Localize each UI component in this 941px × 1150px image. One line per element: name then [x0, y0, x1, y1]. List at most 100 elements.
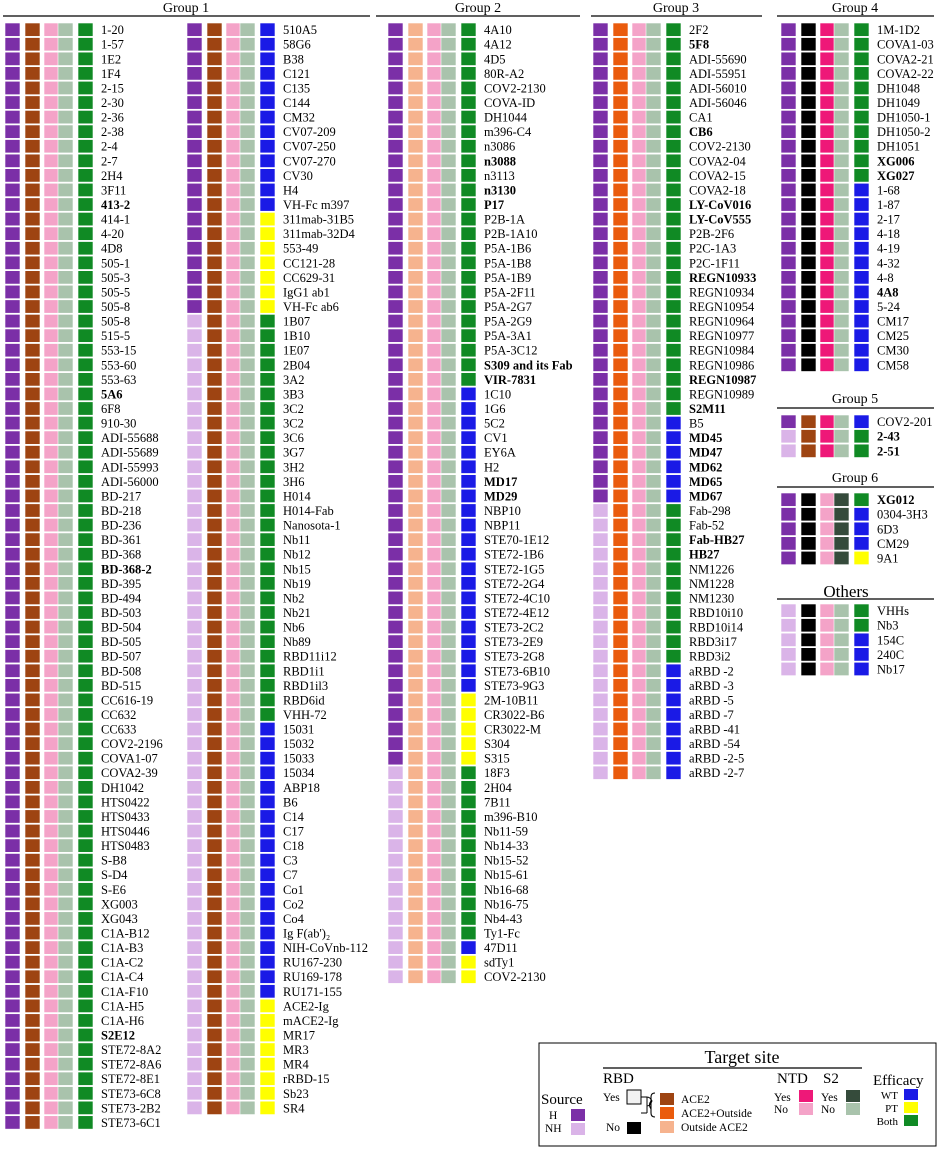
ntd-cell: [426, 896, 443, 911]
ntd-cell: [819, 212, 836, 227]
ntd-cell: [631, 751, 648, 766]
efficacy-cell: [665, 459, 682, 474]
table-row: 3G7: [186, 445, 305, 460]
efficacy-cell: [77, 226, 94, 241]
efficacy-cell: [460, 430, 477, 445]
legend: Target siteSourceHNHRBDYesNoACE2ACE2+Out…: [538, 1042, 937, 1147]
rbd-cell: [24, 226, 41, 241]
antibody-label: 3G7: [283, 446, 305, 460]
efficacy-cell: [665, 386, 682, 401]
rbd-cell: [206, 1042, 223, 1057]
ntd-cell: [819, 443, 836, 458]
table-row: CV1: [387, 430, 508, 445]
antibody-label: 5F8: [689, 38, 709, 52]
s2-cell: [239, 51, 256, 66]
efficacy-cell: [460, 80, 477, 95]
table-row: REGN10989: [592, 386, 754, 401]
antibody-label: REGN10987: [689, 373, 756, 387]
source-cell: [4, 824, 21, 839]
antibody-label: BD-503: [101, 606, 141, 620]
rbd-cell: [206, 430, 223, 445]
table-row: H014: [186, 488, 312, 503]
source-cell: [186, 518, 203, 533]
source-cell: [4, 867, 21, 882]
rbd-cell: [612, 663, 629, 678]
source-cell: [780, 632, 797, 647]
table-row: COV2-2130: [387, 80, 546, 95]
s2-cell: [440, 969, 457, 984]
s2-cell: [57, 882, 74, 897]
source-cell: [4, 445, 21, 460]
s2-cell: [57, 1028, 74, 1042]
ntd-cell: [43, 969, 60, 984]
s2-cell: [645, 605, 662, 620]
table-row: Nb3: [780, 618, 899, 633]
efficacy-cell: [460, 809, 477, 824]
source-cell: [4, 197, 21, 212]
antibody-label: Nb3: [877, 619, 899, 633]
source-cell: [4, 853, 21, 868]
efficacy-cell: [460, 722, 477, 737]
source-cell: [186, 503, 203, 518]
table-row: 2-38: [4, 124, 124, 139]
efficacy-cell: [259, 532, 276, 547]
s2-cell: [239, 299, 256, 314]
efficacy-cell: [665, 561, 682, 576]
antibody-label: CM32: [283, 111, 315, 125]
efficacy-cell: [77, 1013, 94, 1028]
ntd-cell: [43, 182, 60, 197]
s2-cell: [645, 343, 662, 358]
efficacy-cell: [665, 255, 682, 270]
rbd-cell: [24, 969, 41, 984]
table-row: VHH-72: [186, 707, 327, 722]
ntd-cell: [631, 445, 648, 460]
legend-rbd-no-swatch: [627, 1122, 641, 1134]
efficacy-cell: [77, 853, 94, 868]
source-cell: [592, 547, 609, 562]
ntd-cell: [43, 270, 60, 285]
table-row: XG006: [780, 153, 915, 168]
source-cell: [186, 110, 203, 125]
efficacy-cell: [460, 328, 477, 343]
source-cell: [780, 314, 797, 329]
rbd-cell: [407, 182, 424, 197]
table-row: MD47: [592, 445, 722, 460]
s2-cell: [833, 226, 850, 241]
rbd-cell: [206, 328, 223, 343]
rbd-cell: [24, 1071, 41, 1086]
table-row: STE73-9G3: [387, 678, 544, 693]
s2-cell: [833, 618, 850, 633]
table-row: S304: [387, 736, 510, 751]
efficacy-cell: [259, 969, 276, 984]
rbd-cell: [407, 722, 424, 737]
source-cell: [387, 518, 404, 533]
antibody-label: NIH-CoVnb-112: [283, 941, 368, 955]
source-cell: [186, 1042, 203, 1057]
table-row: P5A-3C12: [387, 343, 537, 358]
source-cell: [186, 430, 203, 445]
ntd-cell: [225, 518, 242, 533]
antibody-label: REGN10986: [689, 358, 754, 372]
ntd-cell: [426, 474, 443, 489]
rbd-cell: [24, 372, 41, 387]
ntd-cell: [225, 692, 242, 707]
efficacy-cell: [77, 867, 94, 882]
ntd-cell: [43, 532, 60, 547]
efficacy-cell: [665, 95, 682, 110]
table-row: Fab-52: [592, 518, 724, 533]
ntd-cell: [43, 1028, 60, 1042]
s2-cell: [440, 445, 457, 460]
s2-cell: [57, 853, 74, 868]
efficacy-cell: [77, 561, 94, 576]
rbd-cell: [206, 984, 223, 999]
antibody-label: 1B07: [283, 315, 310, 329]
efficacy-cell: [259, 518, 276, 533]
rbd-cell: [612, 139, 629, 154]
table-row: CV07-270: [186, 153, 336, 168]
antibody-label: COV2-2130: [689, 140, 751, 154]
efficacy-cell: [259, 765, 276, 780]
antibody-label: 2B04: [283, 358, 311, 372]
s2-cell: [645, 401, 662, 416]
efficacy-cell: [259, 357, 276, 372]
antibody-label: COVA-ID: [484, 96, 535, 110]
